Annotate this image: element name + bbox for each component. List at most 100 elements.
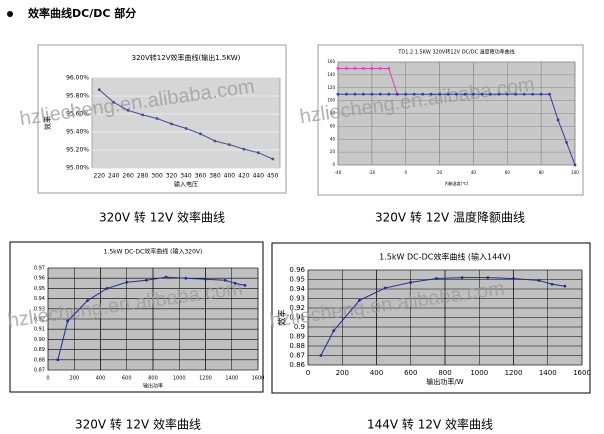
y-tick-label: 95.60% xyxy=(66,111,89,118)
chart-title: 1.5kW DC-DC效率曲线 (输入144V) xyxy=(379,252,511,262)
data-point xyxy=(387,67,391,70)
data-point xyxy=(105,287,109,290)
bullet xyxy=(7,11,13,17)
data-point xyxy=(66,319,70,323)
data-point xyxy=(353,67,357,70)
data-point xyxy=(126,109,130,112)
chart-title: 320V转12V效率曲线(输出1.5KW) xyxy=(132,53,241,62)
y-tick-label: 95.80% xyxy=(66,93,89,100)
y-tick-label: 120 xyxy=(327,85,335,90)
data-point xyxy=(480,92,484,96)
data-point xyxy=(353,92,357,96)
data-point xyxy=(227,143,231,147)
y-tick-label: 0.97 xyxy=(34,266,45,272)
data-point xyxy=(409,280,413,284)
data-point xyxy=(429,92,433,96)
data-point xyxy=(383,286,387,290)
data-point xyxy=(446,92,450,96)
data-point xyxy=(256,151,260,155)
x-tick-label: 1600 xyxy=(252,376,265,382)
x-tick-label: 400 xyxy=(224,173,236,180)
data-point xyxy=(472,92,475,96)
data-point xyxy=(556,118,560,122)
data-point xyxy=(378,92,382,96)
data-point xyxy=(378,67,382,70)
y-tick-label: 0.91 xyxy=(289,314,305,322)
x-axis-label: 输出功率 xyxy=(143,383,163,390)
y-tick-label: 0.87 xyxy=(289,352,305,360)
y-tick-label: 96.00% xyxy=(66,75,89,82)
y-tick-label: 0.94 xyxy=(34,296,45,302)
data-point xyxy=(497,92,501,96)
x-tick-label: 220 xyxy=(94,173,106,180)
y-tick-label: 0.92 xyxy=(289,304,305,312)
data-point xyxy=(438,92,441,96)
data-point xyxy=(56,358,60,362)
data-point xyxy=(435,277,438,280)
y-tick-label: 0.93 xyxy=(289,295,305,303)
x-tick-label: 200 xyxy=(69,376,79,382)
y-tick-label: 60 xyxy=(330,123,336,128)
x-axis-label: 输入电压 xyxy=(174,181,198,189)
data-point xyxy=(404,92,408,96)
x-tick-label: 1200 xyxy=(505,369,523,377)
x-tick-label: 1400 xyxy=(539,369,557,377)
x-tick-label: 20 xyxy=(437,170,443,175)
data-point xyxy=(345,92,348,96)
y-tick-label: 0.93 xyxy=(34,306,45,312)
data-point xyxy=(223,278,227,282)
x-tick-label: 200 xyxy=(336,369,349,377)
x-tick-label: 80 xyxy=(539,170,545,175)
x-tick-label: 100 xyxy=(571,170,579,175)
chart-title: 1.5kW DC-DC效率曲线 (输入320V) xyxy=(104,248,203,256)
x-tick-label: 800 xyxy=(438,369,451,377)
x-tick-label: 280 xyxy=(137,173,149,180)
data-point xyxy=(539,92,543,96)
y-tick-label: 0.87 xyxy=(34,368,45,374)
x-tick-label: 0 xyxy=(306,369,310,377)
caption: 320V 转 12V 温度降额曲线 xyxy=(375,210,525,225)
data-point xyxy=(184,126,188,130)
y-tick-label: 0.95 xyxy=(289,276,305,284)
data-point xyxy=(145,278,148,282)
y-tick-label: 0.96 xyxy=(34,276,45,282)
y-tick-label: 140 xyxy=(327,72,335,77)
data-point xyxy=(395,92,399,96)
x-tick-label: 400 xyxy=(96,376,106,382)
data-point xyxy=(213,139,217,143)
heading: 效率曲线DC/DC 部分 xyxy=(28,6,136,20)
y-tick-label: 0.94 xyxy=(289,285,305,293)
data-point xyxy=(522,92,526,96)
y-tick-label: 0.91 xyxy=(34,327,45,333)
x-tick-label: 1600 xyxy=(573,369,591,377)
y-tick-label: 0.89 xyxy=(289,333,305,341)
data-point xyxy=(387,92,391,96)
x-tick-label: 420 xyxy=(238,173,250,180)
series-line xyxy=(57,276,245,360)
data-point xyxy=(370,92,374,96)
data-point xyxy=(370,67,374,70)
data-point xyxy=(125,280,129,284)
data-point xyxy=(242,147,246,151)
x-tick-label: 450 xyxy=(267,173,279,180)
data-point xyxy=(514,92,518,96)
data-point xyxy=(112,100,116,104)
data-point xyxy=(357,299,361,302)
data-point xyxy=(155,117,159,120)
data-point xyxy=(85,299,89,303)
data-point xyxy=(243,283,247,287)
y-tick-label: 0 xyxy=(332,162,335,167)
y-tick-label: 0.88 xyxy=(289,342,305,350)
x-tick-label: 800 xyxy=(148,376,158,382)
x-axis-label: 内箱温度(℃) xyxy=(445,180,469,186)
y-tick-label: 95.20% xyxy=(66,147,89,154)
y-tick-label: 20 xyxy=(330,149,336,154)
data-point xyxy=(505,92,509,96)
plot-background xyxy=(92,78,280,168)
x-tick-label: 380 xyxy=(209,173,221,180)
data-point xyxy=(488,92,492,96)
y-axis-label: 效率 xyxy=(277,310,287,326)
data-point xyxy=(199,132,202,136)
x-tick-label: 1000 xyxy=(470,369,488,377)
